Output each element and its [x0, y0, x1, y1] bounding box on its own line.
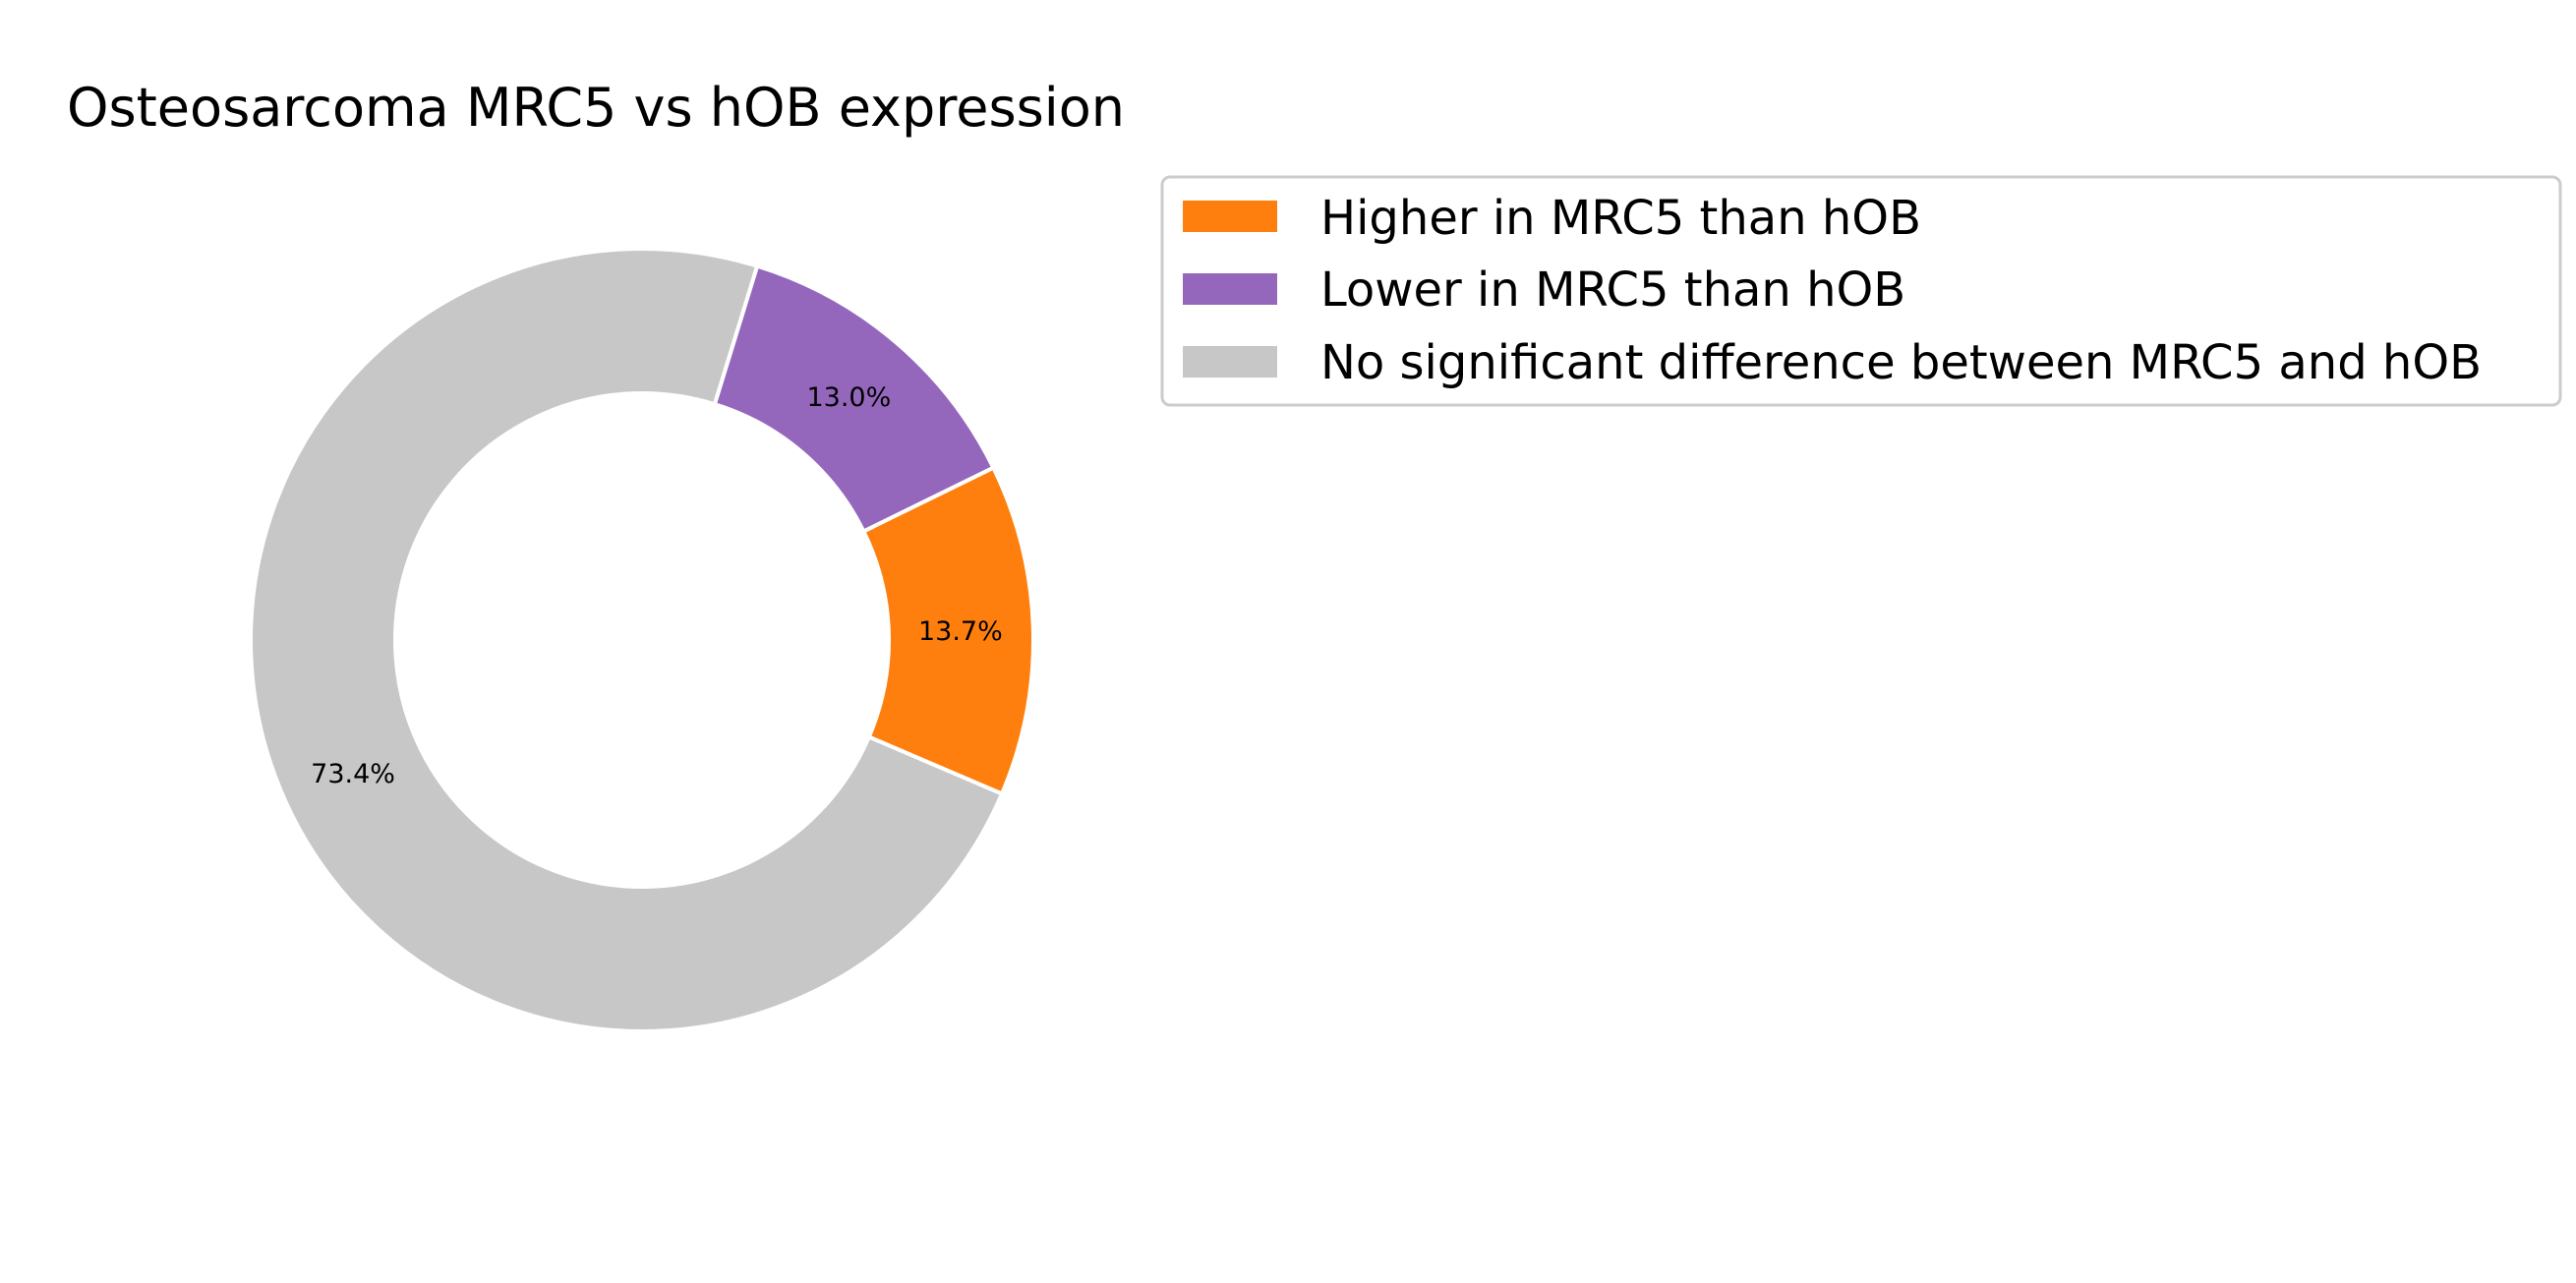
legend: Higher in MRC5 than hOB Lower in MRC5 th… [1160, 175, 2562, 407]
slice-label-no-difference: 73.4% [311, 759, 395, 789]
slice-label-lower: 13.0% [806, 382, 891, 413]
legend-frame [1160, 175, 2562, 407]
chart-title: Osteosarcoma MRC5 vs hOB expression [67, 77, 1125, 139]
legend-swatch-higher [1183, 201, 1277, 232]
slice-no-difference [248, 247, 1004, 1033]
slice-label-higher: 13.7% [918, 616, 1003, 647]
legend-label-higher: Higher in MRC5 than hOB [1320, 191, 1921, 246]
legend-label-lower: Lower in MRC5 than hOB [1320, 262, 1905, 318]
donut-chart [248, 247, 1035, 1033]
legend-swatch-no-difference [1183, 346, 1277, 378]
legend-swatch-lower [1183, 273, 1277, 305]
slice-percent-labels: 13.7% 13.0% 73.4% [311, 382, 1003, 789]
legend-label-no-difference: No significant difference between MRC5 a… [1320, 335, 2482, 390]
